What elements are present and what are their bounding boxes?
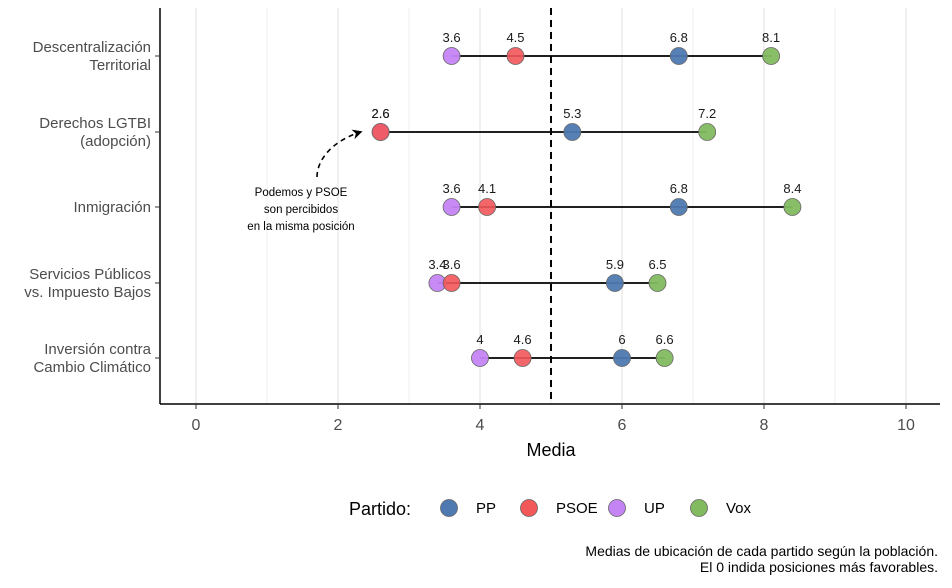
data-label-vox: 7.2 <box>698 106 716 121</box>
legend: Partido: PP PSOE UP Vox <box>349 499 752 519</box>
point-pp <box>613 349 631 367</box>
point-psoe <box>371 123 390 141</box>
legend-label-pp: PP <box>476 500 496 517</box>
axes <box>155 8 940 409</box>
category-label: Servicios Públicos <box>29 266 151 283</box>
annotation: Podemos y PSOE son percibidos en la misma … <box>247 129 363 233</box>
data-label-up: 2.6 <box>372 106 390 121</box>
legend-label-psoe: PSOE <box>556 500 598 517</box>
category-label: Territorial <box>89 57 151 74</box>
point-up <box>471 349 489 367</box>
data-points <box>371 47 802 367</box>
category-label: Inmigración <box>73 199 151 216</box>
data-label-vox: 6.6 <box>656 332 674 347</box>
caption: Medias de ubicación de cada partido segú… <box>585 543 938 575</box>
point-pp <box>606 274 624 292</box>
data-label-vox: 8.1 <box>762 30 780 45</box>
category-label: Descentralización <box>33 39 151 56</box>
category-label: Inversión contra <box>44 341 151 358</box>
x-tick-label: 4 <box>476 417 485 434</box>
data-label-up: 3.4 <box>428 257 446 272</box>
data-label-psoe: 4.5 <box>506 30 524 45</box>
x-tick-label: 10 <box>897 417 915 434</box>
point-up <box>442 47 461 65</box>
point-psoe <box>442 274 461 292</box>
x-tick-label: 0 <box>192 417 201 434</box>
caption-line: El 0 indida posiciones más favorables. <box>700 559 938 575</box>
category-label: (adopción) <box>80 133 151 150</box>
legend-key-up <box>608 499 626 517</box>
point-vox <box>783 198 802 216</box>
data-label-up: 3.6 <box>443 30 461 45</box>
data-label-pp: 6 <box>618 332 625 347</box>
category-label: Derechos LGTBI <box>39 115 151 132</box>
annotation-text: son percibidos <box>264 204 338 216</box>
x-tick-label: 2 <box>334 417 343 434</box>
annotation-text: en la misma posición <box>247 221 354 233</box>
range-segments <box>380 55 793 359</box>
point-vox <box>648 274 667 292</box>
data-labels: 6.85.36.85.968.17.28.46.56.63.62.63.63.4… <box>372 30 802 347</box>
point-pp <box>563 123 582 141</box>
x-tick-label: 8 <box>760 417 769 434</box>
point-pp <box>669 198 688 216</box>
legend-key-vox <box>690 499 708 517</box>
annotation-arrow <box>316 129 363 178</box>
category-label: Cambio Climático <box>33 359 151 376</box>
data-label-psoe: 4.1 <box>478 181 496 196</box>
legend-label-up: UP <box>644 500 665 517</box>
x-axis-title: Media <box>526 440 576 460</box>
legend-title: Partido: <box>349 499 411 519</box>
point-pp <box>669 47 688 65</box>
category-label: vs. Impuesto Bajos <box>24 284 151 301</box>
legend-label-vox: Vox <box>726 500 752 517</box>
data-label-pp: 6.8 <box>670 30 688 45</box>
point-vox <box>698 123 717 141</box>
caption-line: Medias de ubicación de cada partido segú… <box>585 543 938 559</box>
point-psoe <box>478 198 497 216</box>
point-psoe <box>513 349 532 367</box>
data-label-psoe: 2.6 <box>372 106 390 121</box>
data-label-psoe: 4.6 <box>514 332 532 347</box>
data-label-pp: 5.9 <box>606 257 624 272</box>
x-tick-labels: 0 2 4 6 8 10 <box>192 417 915 434</box>
legend-key-pp <box>440 499 458 517</box>
data-label-pp: 5.3 <box>563 106 581 121</box>
annotation-text: Podemos y PSOE <box>255 187 348 199</box>
data-label-vox: 8.4 <box>783 181 801 196</box>
legend-key-psoe <box>520 499 538 517</box>
x-tick-label: 6 <box>618 417 627 434</box>
data-label-pp: 6.8 <box>670 181 688 196</box>
point-up <box>442 198 461 216</box>
data-label-vox: 6.5 <box>648 257 666 272</box>
point-psoe <box>506 47 525 65</box>
data-label-psoe: 3.6 <box>443 257 461 272</box>
data-label-up: 4 <box>476 332 483 347</box>
point-vox <box>762 47 780 65</box>
data-label-up: 3.6 <box>443 181 461 196</box>
point-vox <box>655 349 674 367</box>
